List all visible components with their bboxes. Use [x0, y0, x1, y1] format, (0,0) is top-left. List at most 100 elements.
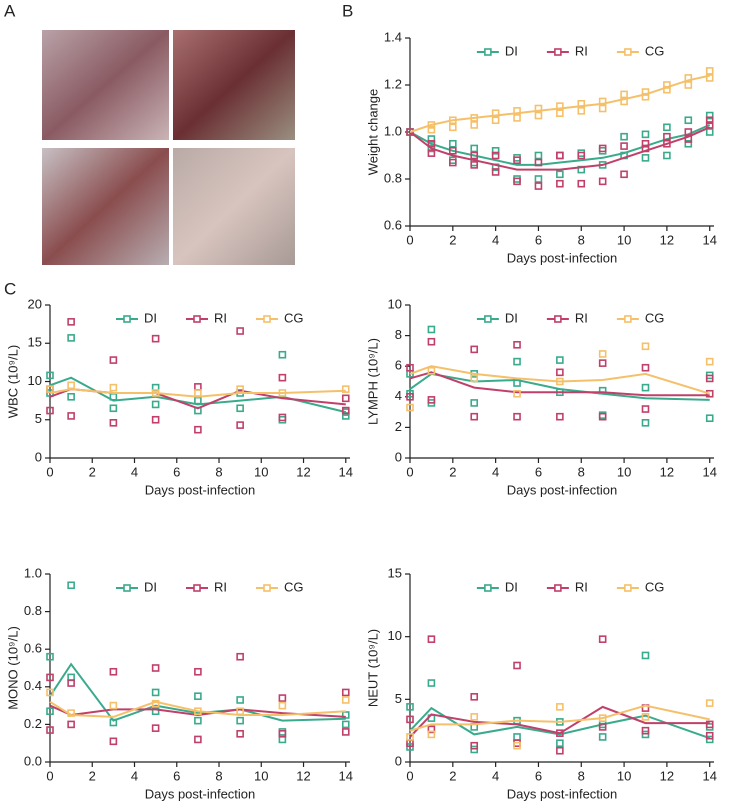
data-point — [470, 741, 479, 750]
data-point — [641, 363, 650, 372]
x-tick-label: 8 — [578, 232, 585, 247]
data-point — [46, 707, 54, 716]
data-point — [278, 728, 287, 736]
legend-marker — [554, 315, 562, 323]
x-axis-label: Days post-infection — [145, 786, 256, 801]
x-tick-label: 14 — [339, 768, 353, 783]
data-point — [341, 696, 350, 704]
data-point — [278, 413, 287, 422]
data-point — [151, 400, 160, 409]
data-point — [46, 688, 54, 697]
data-point — [67, 334, 75, 342]
data-point — [513, 357, 521, 366]
data-point — [641, 130, 650, 139]
data-point — [556, 102, 564, 110]
data-point — [641, 383, 650, 392]
x-tick-label: 4 — [131, 768, 138, 783]
x-tick-label: 12 — [296, 768, 310, 783]
data-point — [513, 389, 521, 398]
y-tick-label: 0.2 — [24, 716, 42, 731]
x-tick-label: 4 — [492, 464, 499, 479]
data-point — [556, 179, 564, 188]
y-tick-label: 2 — [395, 419, 402, 434]
data-point — [705, 374, 714, 383]
data-point — [620, 97, 628, 106]
x-tick-label: 4 — [492, 768, 499, 783]
y-tick-label: 15 — [388, 565, 402, 580]
panel-label: A — [4, 1, 16, 20]
legend-label: CG — [284, 310, 304, 325]
data-point — [598, 359, 607, 367]
data-point — [534, 111, 543, 120]
data-point — [598, 350, 607, 358]
data-point — [109, 383, 118, 392]
x-axis-label: Days post-infection — [507, 786, 618, 801]
legend-marker — [554, 584, 562, 592]
data-point — [67, 679, 75, 687]
data-point — [341, 406, 350, 415]
x-tick-label: 2 — [449, 464, 456, 479]
data-point — [641, 144, 650, 153]
y-tick-label: 0 — [35, 449, 42, 464]
data-point — [278, 389, 287, 397]
data-point — [236, 729, 244, 738]
data-point — [46, 673, 54, 682]
data-point — [705, 731, 714, 740]
data-point — [236, 385, 244, 393]
mean-line — [49, 704, 346, 718]
data-point — [641, 342, 650, 351]
mean-line — [409, 126, 711, 171]
data-point — [620, 170, 628, 179]
y-tick-label: 1.2 — [384, 76, 402, 91]
data-point — [556, 729, 564, 737]
data-point — [427, 121, 436, 129]
data-point — [109, 718, 118, 727]
data-point — [67, 709, 75, 717]
data-point — [513, 107, 521, 115]
data-point — [705, 414, 714, 423]
data-point — [470, 345, 479, 354]
x-tick-label: 10 — [254, 768, 268, 783]
legend-marker — [193, 315, 201, 323]
data-point — [236, 652, 244, 661]
y-tick-label: 0.8 — [24, 603, 42, 618]
data-point — [236, 404, 244, 413]
data-point — [620, 132, 628, 141]
legend-label: CG — [284, 579, 304, 594]
data-point — [556, 151, 564, 160]
y-tick-label: 0.8 — [384, 170, 402, 185]
data-point — [406, 363, 414, 372]
data-point — [109, 356, 118, 364]
x-tick-label: 14 — [339, 464, 353, 479]
data-point — [341, 720, 350, 729]
data-point — [684, 116, 693, 125]
data-point — [109, 737, 118, 746]
data-point — [598, 97, 607, 106]
legend-marker — [624, 48, 632, 56]
data-point — [151, 664, 160, 672]
data-point — [427, 396, 436, 404]
data-point — [556, 368, 564, 377]
data-point — [705, 128, 714, 136]
data-point — [470, 412, 479, 421]
data-point — [109, 419, 118, 427]
y-tick-label: 0 — [395, 449, 402, 464]
mean-line — [49, 388, 346, 398]
legend-label: RI — [214, 579, 227, 594]
data-point — [427, 635, 436, 643]
legend-label: DI — [144, 579, 157, 594]
legend-marker — [484, 584, 492, 592]
data-point — [641, 419, 650, 427]
x-tick-label: 14 — [702, 768, 716, 783]
data-point — [67, 720, 75, 729]
data-point — [341, 385, 350, 393]
data-point — [598, 714, 607, 722]
data-point — [427, 325, 436, 334]
data-point — [67, 318, 75, 326]
y-tick-label: 20 — [28, 296, 42, 311]
data-point — [641, 139, 650, 148]
data-point — [151, 724, 160, 732]
data-point — [705, 74, 714, 82]
data-point — [641, 88, 650, 96]
